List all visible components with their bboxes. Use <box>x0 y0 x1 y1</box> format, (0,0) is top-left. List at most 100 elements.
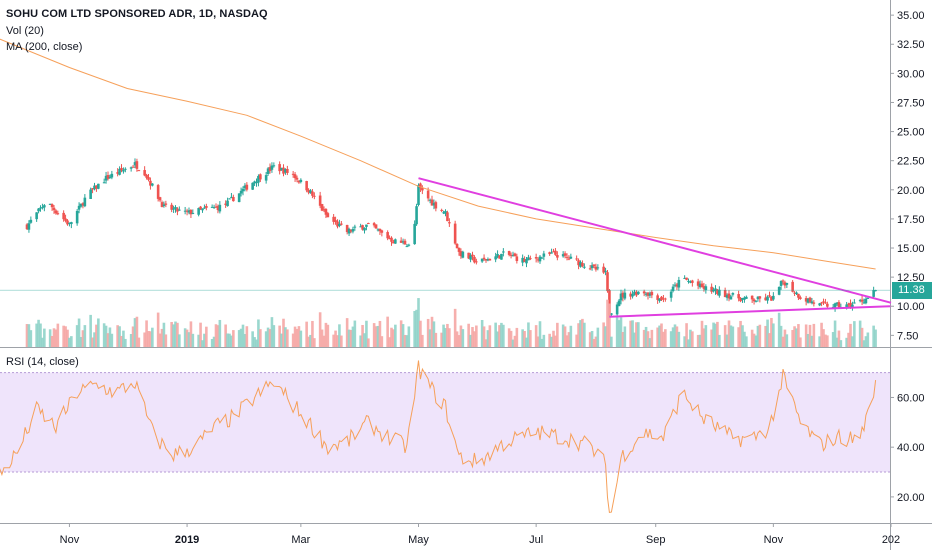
candle-body <box>224 203 227 205</box>
candle-body <box>226 200 229 207</box>
candle <box>104 171 108 184</box>
candle <box>743 296 746 303</box>
time-tick-label: 202 <box>882 534 900 546</box>
candle-body <box>772 295 775 300</box>
candle-body <box>498 255 501 259</box>
volume-bar <box>243 333 247 347</box>
candle <box>550 248 553 254</box>
volume-bar <box>295 328 299 347</box>
volume-bar <box>633 332 636 347</box>
candle-body <box>590 265 594 269</box>
price-tick-label: 12.50 <box>897 272 925 284</box>
candle <box>388 235 391 240</box>
candle-body <box>567 258 571 260</box>
volume-bar <box>480 319 484 347</box>
volume-bar <box>743 331 746 347</box>
rsi-legend[interactable]: RSI (14, close) <box>6 356 79 368</box>
candle <box>621 290 625 302</box>
volume-bar <box>205 326 208 347</box>
time-tick-label: Mar <box>291 534 310 546</box>
candle <box>183 206 187 215</box>
candle-body <box>671 286 675 292</box>
candle-body <box>64 218 67 221</box>
candle-body <box>338 223 341 227</box>
volume-bar <box>500 322 503 347</box>
volume-bar <box>149 331 152 347</box>
candle <box>239 187 243 197</box>
ma-legend[interactable]: MA (200, close) <box>6 41 83 53</box>
candle-body <box>432 203 436 206</box>
candle-body <box>804 298 808 302</box>
candle-body <box>415 206 418 225</box>
candle <box>696 278 700 290</box>
volume-bar <box>27 324 31 347</box>
volume-bar <box>432 321 436 347</box>
candle <box>862 298 866 305</box>
candle <box>41 203 44 210</box>
candle-body <box>729 296 733 300</box>
volume-legend[interactable]: Vol (20) <box>6 25 44 37</box>
candle-body <box>253 181 256 184</box>
candle-body <box>266 168 270 174</box>
candle <box>417 183 420 207</box>
volume-bar <box>698 334 702 347</box>
candle <box>50 203 54 211</box>
candle-body <box>453 223 457 244</box>
volume-bar <box>835 337 839 347</box>
candle <box>284 168 287 175</box>
candle <box>615 302 619 318</box>
candle <box>691 279 694 287</box>
candle-body <box>272 165 276 167</box>
volume-bar <box>853 321 856 347</box>
candle <box>484 258 488 263</box>
volume-bar <box>75 325 79 347</box>
candle-body <box>837 302 841 308</box>
candle-body <box>43 205 46 208</box>
candle-body <box>529 258 532 260</box>
volume-bar <box>25 324 29 347</box>
volume-bar <box>808 324 812 347</box>
candle <box>673 282 677 288</box>
candle <box>467 252 470 260</box>
candle <box>536 257 540 263</box>
volume-bar <box>527 322 530 347</box>
volume-bar <box>467 323 470 347</box>
candle-body <box>770 296 773 301</box>
volume-bar <box>241 324 245 347</box>
volume-bar <box>806 333 810 347</box>
volume-bar <box>556 322 559 347</box>
candle <box>185 208 189 216</box>
volume-bar <box>646 331 650 347</box>
volume-bar <box>610 336 613 347</box>
candle <box>401 238 405 245</box>
volume-bar <box>293 326 297 347</box>
candle <box>664 297 667 302</box>
candle-body <box>633 291 636 295</box>
candle <box>799 295 802 300</box>
candle-body <box>610 313 613 315</box>
candle <box>131 165 135 168</box>
volume-bar <box>494 322 497 347</box>
volume-bar <box>523 331 526 347</box>
volume-bar <box>376 325 380 347</box>
candle-body <box>151 183 154 186</box>
candle <box>538 254 542 264</box>
candle <box>588 265 592 271</box>
price-tick-label: 20.00 <box>897 185 925 197</box>
candle-body <box>251 182 254 190</box>
volume-bar <box>174 321 177 347</box>
candle <box>39 205 42 212</box>
candle <box>687 278 690 284</box>
candle-body <box>698 283 702 288</box>
candle <box>255 178 258 187</box>
candle-body <box>702 286 706 289</box>
candle <box>770 296 773 301</box>
candle-body <box>484 259 488 261</box>
candle-body <box>164 203 168 205</box>
volume-bar <box>116 325 119 347</box>
volume-bar <box>35 323 38 347</box>
volume-bar <box>54 329 58 347</box>
volume-bar <box>710 329 713 347</box>
volume-bar <box>228 333 231 347</box>
